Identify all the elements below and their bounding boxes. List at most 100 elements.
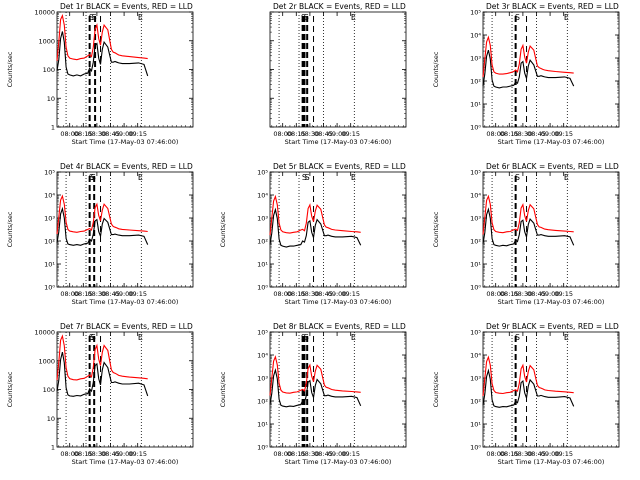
x-axis-label: Start Time (17-May-03 07:46:00) — [72, 138, 179, 146]
y-tick-label: 10¹ — [257, 261, 268, 269]
x-tick-label: 09:15 — [341, 450, 360, 458]
y-tick-label: 10 — [47, 95, 55, 103]
y-tick-label: 1000 — [38, 357, 55, 365]
y-tick-label: 10⁰ — [470, 284, 481, 292]
x-axis-label: Start Time (17-May-03 07:46:00) — [285, 138, 392, 146]
series-line-lld — [482, 35, 574, 77]
y-tick-label: 10⁵ — [470, 169, 481, 177]
x-tick-label: 08:00 — [273, 130, 292, 138]
x-tick-label: 08:30 — [88, 290, 107, 298]
panel-title: Det 7r BLACK = Events, RED = LLD — [60, 322, 193, 331]
y-tick-label: 100 — [43, 66, 55, 74]
panel-title: Det 9r BLACK = Events, RED = LLD — [486, 322, 619, 331]
x-tick-label: 09:15 — [128, 450, 147, 458]
y-tick-label: 10 — [47, 415, 55, 423]
y-tick-label: 10² — [44, 238, 55, 246]
panel-title: Det 5r BLACK = Events, RED = LLD — [273, 162, 406, 171]
y-tick-label: 10⁰ — [44, 284, 55, 292]
series-line-events — [269, 207, 362, 248]
flag-marker: E — [138, 173, 143, 182]
y-tick-label: 10⁵ — [44, 169, 55, 177]
x-tick-label: 08:45 — [314, 450, 333, 458]
x-tick-label: 08:30 — [301, 290, 320, 298]
panel-det-6: Det 6r BLACK = Events, RED = LLD 10⁰ 10¹ 10… — [432, 162, 620, 306]
x-tick-label: 09:00 — [328, 450, 347, 458]
flag-marker: E — [351, 333, 356, 342]
y-tick-label: 10¹ — [44, 261, 55, 269]
y-tick-label: 10⁵ — [257, 169, 268, 177]
y-tick-label: 10² — [257, 238, 268, 246]
y-tick-label: 10¹ — [257, 421, 268, 429]
x-tick-label: 08:00 — [60, 130, 79, 138]
y-tick-label: 10⁴ — [470, 32, 481, 40]
flag-marker: E — [138, 333, 143, 342]
x-tick-label: 08:30 — [88, 130, 107, 138]
y-tick-label: 1000 — [38, 37, 55, 45]
x-tick-label: 09:15 — [554, 450, 573, 458]
x-tick-label: 09:00 — [541, 130, 560, 138]
y-tick-label: 10² — [470, 238, 481, 246]
x-axis-label: Start Time (17-May-03 07:46:00) — [285, 298, 392, 306]
x-tick-label: 08:00 — [60, 450, 79, 458]
y-tick-label: 10³ — [470, 55, 481, 63]
y-tick-label: 10¹ — [470, 101, 481, 109]
x-tick-label: 08:15 — [500, 290, 519, 298]
plot-frame — [482, 331, 620, 448]
x-tick-label: 09:00 — [541, 450, 560, 458]
x-tick-label: 08:00 — [273, 450, 292, 458]
x-tick-label: 09:00 — [115, 130, 134, 138]
y-tick-label: 10⁴ — [257, 352, 268, 360]
flag-marker: E — [351, 173, 356, 182]
y-tick-label: 10² — [470, 78, 481, 86]
series-line-lld — [56, 13, 148, 61]
x-tick-label: 08:15 — [287, 290, 306, 298]
x-tick-label: 08:15 — [74, 130, 93, 138]
x-axis-label: Start Time (17-May-03 07:46:00) — [285, 458, 392, 466]
series-line-lld — [56, 334, 148, 381]
series-line-lld — [482, 194, 574, 235]
flag-marker: S — [89, 333, 94, 342]
y-tick-label: 10⁴ — [470, 352, 481, 360]
y-tick-label: 10⁵ — [257, 329, 268, 337]
series-line-events — [269, 367, 362, 408]
x-tick-label: 09:00 — [328, 290, 347, 298]
flag-marker: E — [564, 13, 569, 22]
x-tick-label: 08:15 — [500, 130, 519, 138]
flag-marker: S — [304, 13, 309, 22]
panel-det-3: Det 3r BLACK = Events, RED = LLD 10⁰ 10¹ 10… — [432, 2, 620, 146]
plot-frame — [269, 171, 407, 288]
flag-marker: S — [515, 333, 520, 342]
y-axis-label: Counts/sec — [6, 51, 14, 87]
flag-marker: S — [301, 13, 306, 22]
x-tick-label: 09:00 — [541, 290, 560, 298]
y-tick-label: 10⁴ — [44, 192, 55, 200]
plot-frame — [56, 331, 194, 448]
y-tick-label: 1 — [51, 444, 55, 452]
x-tick-label: 08:45 — [101, 290, 120, 298]
y-axis-label: Counts/sec — [6, 211, 14, 247]
flag-marker: S — [304, 333, 309, 342]
x-tick-label: 08:30 — [514, 130, 533, 138]
panel-det-9: Det 9r BLACK = Events, RED = LLD 10⁰ 10¹ 10… — [432, 322, 620, 466]
series-line-events — [482, 368, 575, 408]
x-tick-label: 08:15 — [500, 450, 519, 458]
plot-frame — [482, 11, 620, 128]
panel-title: Det 1r BLACK = Events, RED = LLD — [60, 2, 193, 11]
x-tick-label: 09:15 — [554, 130, 573, 138]
flag-marker: S — [91, 333, 96, 342]
y-tick-label: 10² — [470, 398, 481, 406]
x-axis-label: Start Time (17-May-03 07:46:00) — [72, 298, 179, 306]
y-axis-label: Counts/sec — [432, 371, 440, 407]
x-tick-label: 08:15 — [287, 450, 306, 458]
plot-frame — [269, 331, 407, 448]
flag-marker: S — [91, 173, 96, 182]
y-tick-label: 10³ — [470, 215, 481, 223]
y-axis-label: Counts/sec — [432, 211, 440, 247]
y-tick-label: 1 — [51, 124, 55, 132]
x-tick-label: 08:30 — [301, 130, 320, 138]
y-tick-label: 10⁵ — [470, 329, 481, 337]
x-axis-label: Start Time (17-May-03 07:46:00) — [498, 298, 605, 306]
panel-det-4: Det 4r BLACK = Events, RED = LLD 10⁰ 10¹ 10… — [6, 162, 194, 306]
series-line-events — [482, 207, 575, 247]
y-tick-label: 10¹ — [470, 261, 481, 269]
